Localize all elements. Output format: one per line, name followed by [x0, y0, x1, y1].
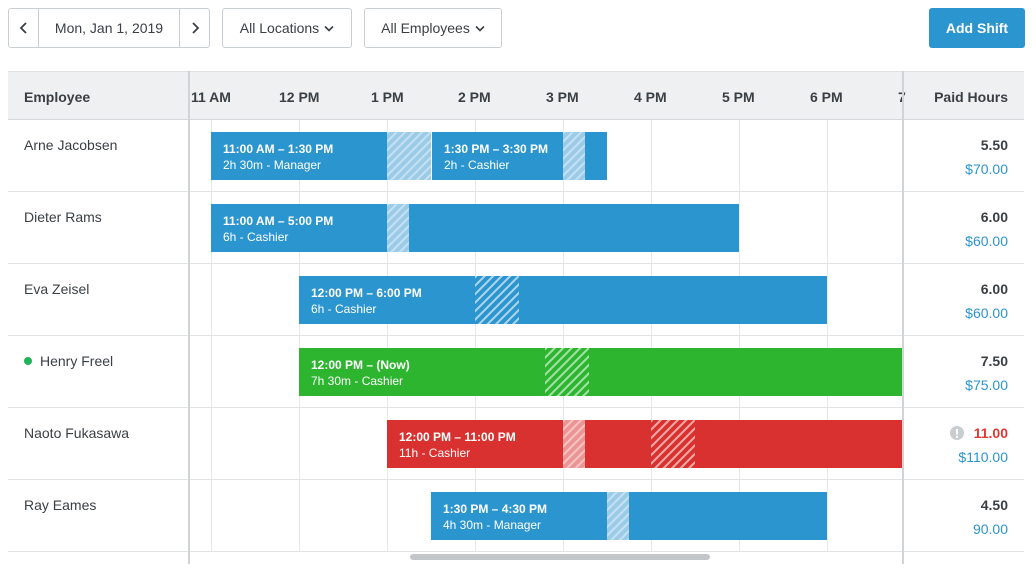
shift-detail: 2h 30m - Manager	[223, 158, 322, 172]
locations-dropdown[interactable]: All Locations	[222, 8, 352, 48]
paid-hours: 6.00	[980, 281, 1008, 297]
hour-gridline	[827, 120, 828, 552]
employees-dropdown[interactable]: All Employees	[364, 8, 502, 48]
shift-time: 11:00 AM – 5:00 PM	[223, 214, 334, 228]
row-divider	[8, 551, 1024, 552]
previous-day-button[interactable]	[9, 9, 38, 47]
paid-hours-column-header: Paid Hours	[934, 89, 1008, 105]
break-segment	[387, 132, 431, 180]
chevron-down-icon	[324, 25, 334, 32]
hour-gridline	[387, 120, 388, 552]
hour-gridline	[475, 120, 476, 552]
employee-name-text: Henry Freel	[40, 353, 114, 369]
shift-time: 1:30 PM – 3:30 PM	[444, 142, 549, 156]
paid-amount: $110.00	[958, 449, 1008, 465]
employee-name[interactable]: Dieter Rams	[24, 209, 102, 225]
row-divider	[8, 335, 1024, 336]
paid-hours: 7.50	[980, 353, 1008, 369]
time-label: 4 PM	[634, 89, 667, 105]
paid-amount: $60.00	[965, 305, 1008, 321]
paid-amount: $75.00	[965, 377, 1008, 393]
break-segment	[563, 420, 585, 468]
hour-gridline	[211, 120, 212, 552]
time-label: 3 PM	[546, 89, 579, 105]
toolbar: Mon, Jan 1, 2019 All Locations All Emplo…	[0, 0, 1036, 60]
employee-name[interactable]: Ray Eames	[24, 497, 97, 513]
paid-hours: 11.00	[973, 425, 1008, 441]
next-day-button[interactable]	[180, 9, 209, 47]
paid-amount: 90.00	[972, 521, 1008, 537]
shift-time: 11:00 AM – 1:30 PM	[223, 142, 334, 156]
break-segment	[387, 204, 409, 252]
shift-detail: 6h - Cashier	[223, 230, 289, 244]
warning-icon[interactable]	[949, 426, 964, 440]
paid-amount: $70.00	[965, 161, 1008, 177]
locations-dropdown-label: All Locations	[239, 20, 320, 36]
shift-time: 12:00 PM – 11:00 PM	[399, 430, 516, 444]
date-navigator: Mon, Jan 1, 2019	[8, 8, 210, 48]
employee-column-divider	[188, 71, 190, 564]
row-divider	[8, 263, 1024, 264]
hour-gridline	[299, 120, 300, 552]
shift-detail: 7h 30m - Cashier	[311, 374, 404, 388]
date-picker[interactable]: Mon, Jan 1, 2019	[38, 9, 180, 47]
break-segment	[563, 132, 585, 180]
shift-block[interactable]: 11:00 AM – 1:30 PM 2h 30m - Manager	[211, 132, 431, 180]
paid-amount: $60.00	[965, 233, 1008, 249]
time-label: 1 PM	[371, 89, 404, 105]
shift-detail: 4h 30m - Manager	[443, 518, 542, 532]
paid-hours: 6.00	[980, 209, 1008, 225]
shift-time: 12:00 PM – (Now)	[311, 358, 410, 372]
shift-block[interactable]: 1:30 PM – 4:30 PM 4h 30m - Manager	[431, 492, 827, 540]
shift-block[interactable]: 12:00 PM – 6:00 PM 6h - Cashier	[299, 276, 827, 324]
shift-separator	[431, 132, 432, 180]
break-segment	[607, 492, 629, 540]
break-segment	[651, 420, 695, 468]
shift-detail: 11h - Cashier	[399, 446, 471, 460]
shift-block[interactable]: 12:00 PM – (Now) 7h 30m - Cashier	[299, 348, 902, 396]
chevron-right-icon	[191, 22, 199, 34]
shift-block[interactable]: 11:00 AM – 5:00 PM 6h - Cashier	[211, 204, 739, 252]
horizontal-scrollbar-thumb[interactable]	[410, 554, 710, 560]
row-divider	[8, 191, 1024, 192]
chevron-down-icon	[475, 25, 485, 32]
chevron-left-icon	[19, 22, 27, 34]
paid-hours-column-divider	[902, 71, 904, 564]
time-label: 11 AM	[191, 89, 231, 105]
shift-time: 12:00 PM – 6:00 PM	[311, 286, 422, 300]
clocked-in-status-dot	[24, 357, 32, 365]
shift-detail: 6h - Cashier	[311, 302, 377, 316]
row-divider	[8, 407, 1024, 408]
paid-hours-alert: 11.00	[949, 425, 1008, 441]
shift-block[interactable]: 12:00 PM – 11:00 PM 11h - Cashier	[387, 420, 902, 468]
employee-name[interactable]: Naoto Fukasawa	[24, 425, 130, 441]
break-segment	[545, 348, 589, 396]
row-divider	[8, 479, 1024, 480]
paid-hours: 5.50	[980, 137, 1008, 153]
shift-block[interactable]: 1:30 PM – 3:30 PM 2h - Cashier	[432, 132, 607, 180]
time-label: 12 PM	[279, 89, 320, 105]
paid-hours: 4.50	[980, 497, 1008, 513]
hour-gridline	[739, 120, 740, 552]
break-segment	[475, 276, 519, 324]
time-label: 5 PM	[722, 89, 755, 105]
employee-name[interactable]: Arne Jacobsen	[24, 137, 118, 153]
time-label: 6 PM	[810, 89, 843, 105]
employee-name[interactable]: Henry Freel	[24, 353, 113, 369]
hour-gridline	[563, 120, 564, 552]
employee-column-header: Employee	[24, 89, 91, 105]
employee-name[interactable]: Eva Zeisel	[24, 281, 90, 297]
time-label: 7	[898, 89, 906, 105]
hour-gridline	[651, 120, 652, 552]
shift-time: 1:30 PM – 4:30 PM	[443, 502, 548, 516]
add-shift-button[interactable]: Add Shift	[929, 8, 1025, 48]
schedule-grid: Employee Paid Hours 11 AM 12 PM 1 PM 2 P…	[8, 71, 1024, 564]
shift-detail: 2h - Cashier	[444, 158, 510, 172]
employees-dropdown-label: All Employees	[381, 20, 470, 36]
grid-header	[8, 71, 1024, 120]
time-label: 2 PM	[458, 89, 491, 105]
